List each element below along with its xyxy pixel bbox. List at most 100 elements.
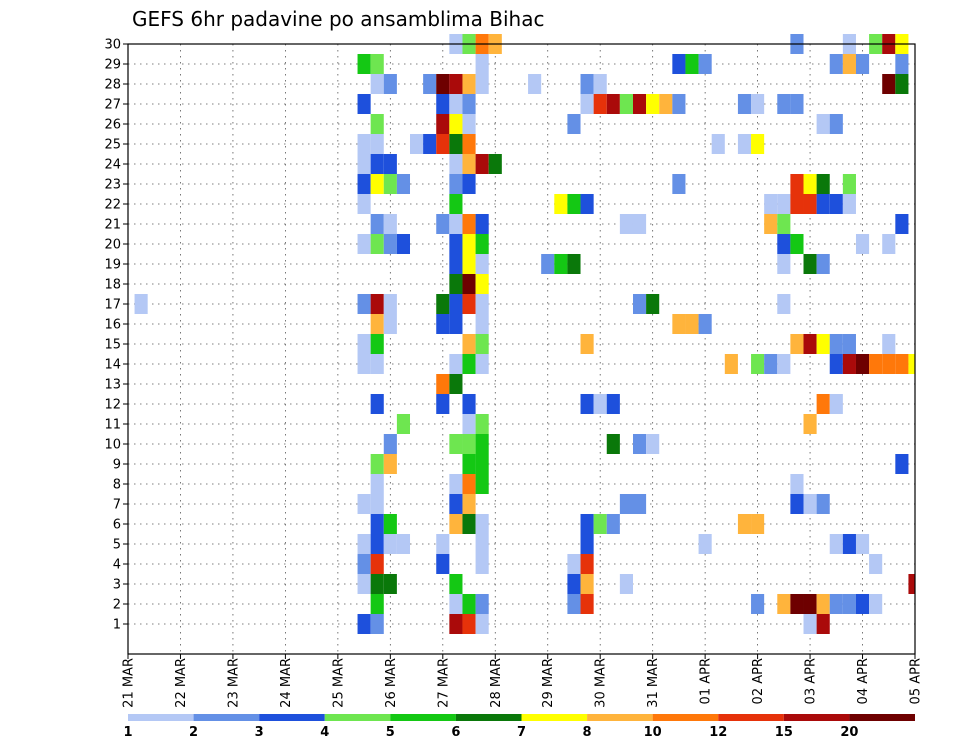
x-tick-label: 22 MAR: [174, 658, 189, 708]
heatmap-cell: [462, 214, 476, 234]
colorbar-segment: [521, 714, 588, 721]
colorbar-segment: [193, 714, 260, 721]
x-tick-label: 01 APR: [699, 658, 714, 704]
heatmap-cell: [436, 74, 450, 94]
x-tick-label: 28 MAR: [489, 658, 504, 708]
heatmap-cell: [606, 434, 620, 454]
heatmap-cell: [449, 574, 463, 594]
heatmap-cell: [396, 174, 411, 194]
heatmap-cell: [370, 154, 384, 174]
heatmap-cell: [449, 434, 463, 454]
colorbar-label: 1: [123, 725, 132, 740]
heatmap-cell: [370, 454, 384, 474]
heatmap-cell: [383, 214, 397, 234]
heatmap-cell: [751, 134, 765, 154]
heatmap-cell: [698, 534, 712, 554]
heatmap-cell: [580, 74, 594, 94]
heatmap-cell: [475, 454, 489, 474]
y-tick-label: 22: [104, 198, 121, 213]
heatmap-cell: [829, 354, 843, 374]
heatmap-cell: [462, 334, 476, 354]
heatmap-cell: [475, 254, 489, 274]
y-axis-ticks: 1234567891011121314151617181920212223242…: [104, 38, 128, 633]
heatmap-cell: [462, 174, 476, 194]
heatmap-cell: [803, 494, 817, 514]
x-tick-label: 23 MAR: [226, 658, 241, 708]
heatmap-cell: [462, 294, 476, 314]
heatmap-cell: [370, 294, 384, 314]
heatmap-cell: [580, 334, 594, 354]
y-tick-label: 11: [104, 418, 121, 433]
heatmap-cell: [462, 394, 476, 414]
heatmap-cell: [462, 354, 476, 374]
y-tick-label: 27: [104, 98, 121, 113]
heatmap-cell: [357, 194, 371, 214]
heatmap-cell: [567, 194, 581, 214]
heatmap-cell: [908, 354, 915, 374]
heatmap-cell: [475, 354, 489, 374]
heatmap-cell: [449, 154, 463, 174]
heatmap-cell: [357, 334, 371, 354]
heatmap-cell: [764, 194, 778, 214]
y-tick-label: 9: [113, 458, 121, 473]
heatmap-cell: [370, 534, 384, 554]
heatmap-cell: [777, 214, 791, 234]
heatmap-cell: [632, 294, 647, 314]
heatmap-cell: [396, 414, 411, 434]
heatmap-cell: [777, 254, 791, 274]
heatmap-cell: [370, 134, 384, 154]
heatmap-cell: [475, 414, 489, 434]
heatmap-cell: [383, 294, 397, 314]
heatmap-cell: [423, 74, 437, 94]
heatmap-cell: [829, 334, 843, 354]
heatmap-cell: [803, 174, 817, 194]
heatmap-cell: [475, 214, 489, 234]
y-tick-label: 18: [104, 278, 121, 293]
heatmap-cell: [449, 514, 463, 534]
heatmap-cell: [436, 214, 450, 234]
heatmap-cell: [895, 454, 909, 474]
heatmap-cell: [672, 174, 686, 194]
x-axis-ticks: 21 MAR 22 MAR 23 MAR 24 MAR 25 MAR 26 MAR 27 M…: [122, 654, 924, 708]
colorbar-segment: [652, 714, 719, 721]
heatmap-cell: [370, 334, 384, 354]
y-tick-label: 29: [104, 58, 121, 73]
heatmap-cell: [855, 354, 870, 374]
heatmap-cell: [449, 114, 463, 134]
heatmap-cell: [462, 74, 476, 94]
y-tick-label: 15: [104, 338, 121, 353]
heatmap-cell: [790, 174, 804, 194]
heatmap-cell: [895, 54, 909, 74]
heatmap-cell: [134, 294, 148, 314]
heatmap-cell: [475, 314, 489, 334]
heatmap-cell: [790, 494, 804, 514]
heatmap-cell: [475, 294, 489, 314]
y-tick-label: 6: [113, 518, 121, 533]
heatmap-cell: [829, 194, 843, 214]
x-tick-label: 24 MAR: [279, 658, 294, 708]
heatmap-cell: [488, 154, 502, 174]
heatmap-cell: [383, 534, 397, 554]
heatmap-cell: [449, 74, 463, 94]
heatmap-cell: [855, 54, 870, 74]
colorbar-label: 4: [320, 725, 329, 740]
heatmap-cell: [842, 54, 856, 74]
heatmap-cell: [475, 154, 489, 174]
heatmap-cell: [383, 154, 397, 174]
heatmap-cell: [816, 614, 830, 634]
heatmap-cell: [711, 134, 725, 154]
heatmap-cell: [895, 74, 909, 94]
heatmap-cell: [475, 534, 489, 554]
heatmap-cell: [462, 154, 476, 174]
heatmap-cell: [357, 294, 371, 314]
heatmap-cell: [632, 494, 647, 514]
heatmap-cell: [462, 134, 476, 154]
heatmap-cell: [475, 554, 489, 574]
heatmap-cell: [842, 594, 856, 614]
heatmap-cell: [370, 514, 384, 534]
heatmap-cell: [803, 614, 817, 634]
heatmap-cell: [869, 554, 883, 574]
heatmap-cell: [790, 234, 804, 254]
heatmap-cell: [554, 254, 568, 274]
